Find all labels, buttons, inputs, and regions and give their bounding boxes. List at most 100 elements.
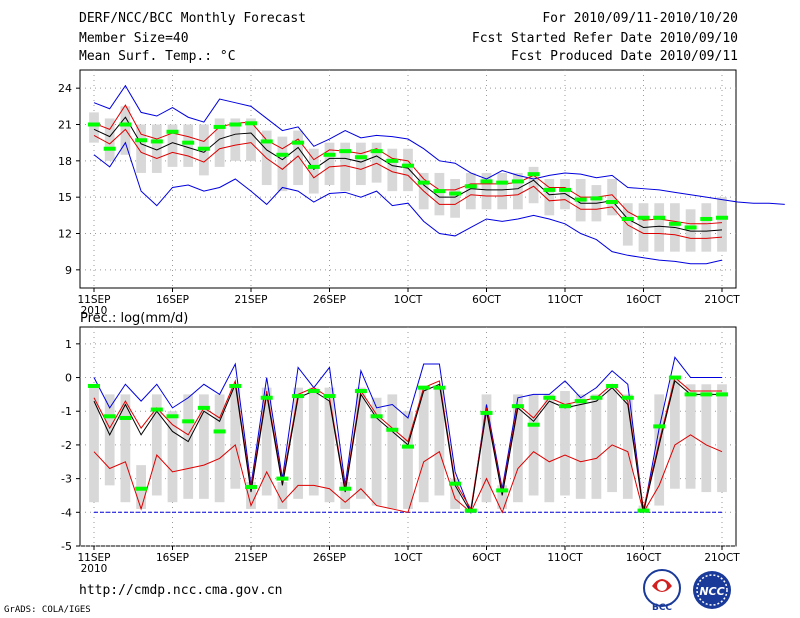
x-tick-label: 11OCT [547,552,583,564]
footer-url[interactable]: http://cmdp.ncc.cma.gov.cn [79,583,283,598]
median-marker [88,122,100,127]
x-tick-label: 21SEP [235,552,268,564]
box-bar [387,148,398,192]
y-tick-label: 18 [58,155,72,168]
y-tick-label: 9 [65,264,72,277]
box-bar [560,391,570,496]
box-bar [151,124,162,173]
x-year-label: 2010 [81,563,108,575]
median-marker [135,138,148,143]
box-bar [481,394,492,503]
box-bar [277,136,288,192]
median-marker [88,383,100,388]
x-tick-label: 16OCT [626,552,662,564]
median-marker [292,394,305,399]
x-tick-label: 26SEP [313,294,346,306]
median-marker [260,395,273,400]
median-marker [590,395,603,400]
box-bar [151,394,162,496]
median-marker [574,197,587,202]
box-bar [513,172,523,210]
median-marker [339,149,352,154]
box-bar [293,130,303,186]
median-marker [245,121,257,126]
box-bar [246,481,256,509]
box-bar [544,179,555,216]
box-bar [607,179,617,216]
median-marker [103,414,116,419]
box-bar [434,172,445,216]
median-marker [245,485,257,490]
median-marker [229,383,242,388]
fcst-produced-date: Fcst Produced Date 2010/09/11 [511,49,738,64]
x-tick-label: 16OCT [626,294,662,306]
y-tick-label: 15 [58,191,72,204]
box-bar [403,411,413,509]
median-marker [621,395,634,400]
box-bar [308,148,319,194]
temperature-panel: 9 12 15 18 21 24 11SEP 16SEP 21SEP 26SEP 1OCT 6OCT 1… [58,69,785,317]
box-bar [340,481,351,509]
median-marker [668,375,681,380]
chart-title: DERF/NCC/BCC Monthly Forecast [79,11,306,26]
box-bar [685,384,696,489]
median-marker [323,152,336,157]
svg-text:BCC: BCC [652,603,672,613]
median-marker [527,422,540,427]
box-bar [293,387,303,499]
box-bar [701,203,712,252]
box-bar [418,387,429,503]
x-tick-label: 16SEP [156,552,189,564]
median-marker [292,140,305,145]
median-marker [150,139,163,144]
forecast-period: For 2010/09/11-2010/10/20 [542,11,738,26]
box-bar [560,179,570,210]
median-marker [433,189,446,194]
median-marker [716,215,728,220]
box-bar [575,394,586,499]
x-tick-label: 21OCT [704,294,740,306]
median-marker [621,216,634,221]
grads-credit: GrADS: COLA/IGES [4,605,91,615]
median-marker [402,444,414,449]
y-tick-label: 21 [58,119,72,132]
median-marker [606,200,619,205]
box-bar [685,209,696,252]
median-marker [716,392,728,397]
median-marker [559,187,571,192]
series-spread-line [93,434,723,514]
box-bar [324,142,335,186]
box-bar [497,485,508,509]
box-bar [120,106,131,155]
svg-text:NCC: NCC [699,585,724,598]
median-marker [559,404,571,409]
median-marker [464,184,477,189]
box-bar [120,394,131,503]
median-marker [511,404,524,409]
box-bar [199,394,209,499]
box-bar [214,394,225,503]
box-bar [701,384,712,493]
median-marker [684,392,697,397]
median-marker [417,180,430,185]
median-marker [480,179,493,184]
median-marker [637,215,650,220]
x-tick-label: 21OCT [704,552,740,564]
box-bar [167,124,178,167]
box-bar [465,172,476,210]
median-marker [449,191,462,196]
median-marker [323,394,336,399]
box-bar [591,394,602,499]
box-bar [403,148,413,192]
median-marker [543,395,556,400]
median-marker [213,124,226,129]
box-bar [261,387,272,496]
y-tick-label: -5 [61,540,72,553]
box-bar [104,394,115,486]
series-lower-line [93,128,723,239]
member-size: Member Size=40 [79,31,189,46]
box-bar [308,387,319,496]
box-bar [717,197,727,252]
box-bar [497,172,508,210]
